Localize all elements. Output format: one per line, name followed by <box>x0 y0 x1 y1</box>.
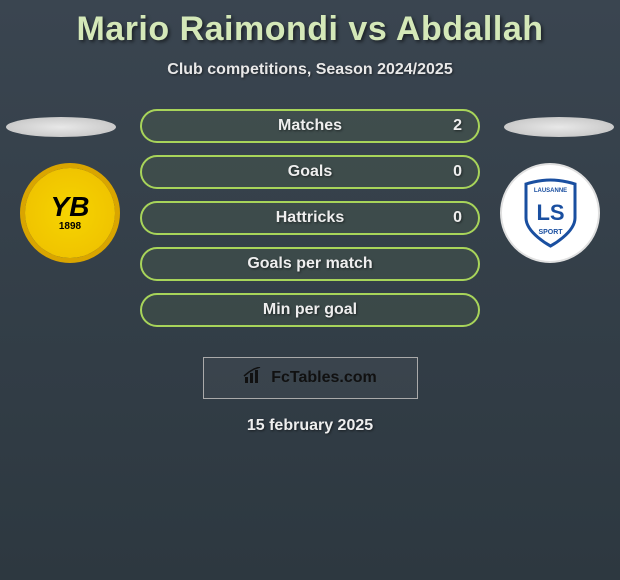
club-badge-right: LAUSANNE LS SPORT <box>500 163 600 263</box>
yb-badge-text: YB <box>51 194 90 219</box>
stat-row-hattricks: Hattricks 0 <box>140 201 480 235</box>
chart-icon <box>243 367 265 390</box>
comparison-area: YB 1898 LAUSANNE LS SPORT Matches 2 Goal… <box>0 109 620 339</box>
page-title: Mario Raimondi vs Abdallah <box>0 0 620 49</box>
stat-label: Hattricks <box>276 209 344 227</box>
stat-label: Goals per match <box>247 255 372 273</box>
brand-box[interactable]: FcTables.com <box>203 357 418 399</box>
player-marker-right <box>504 117 614 137</box>
brand-text: FcTables.com <box>271 369 377 387</box>
ls-badge-shield: LAUSANNE LS SPORT <box>523 178 578 248</box>
stat-value: 0 <box>453 163 462 181</box>
stat-row-goals-per-match: Goals per match <box>140 247 480 281</box>
stat-label: Min per goal <box>263 301 357 319</box>
ls-top-text: LAUSANNE <box>533 188 566 194</box>
stat-row-goals: Goals 0 <box>140 155 480 189</box>
stat-rows: Matches 2 Goals 0 Hattricks 0 Goals per … <box>140 109 480 339</box>
ls-main-text: LS <box>536 200 564 225</box>
date-text: 15 february 2025 <box>0 417 620 435</box>
stat-label: Goals <box>288 163 332 181</box>
stat-row-matches: Matches 2 <box>140 109 480 143</box>
yb-badge-year: 1898 <box>59 221 81 232</box>
stat-row-min-per-goal: Min per goal <box>140 293 480 327</box>
stat-label: Matches <box>278 117 342 135</box>
subtitle: Club competitions, Season 2024/2025 <box>0 61 620 79</box>
stat-value: 0 <box>453 209 462 227</box>
stat-value: 2 <box>453 117 462 135</box>
yb-badge-inner: YB 1898 <box>25 168 115 258</box>
club-badge-left: YB 1898 <box>20 163 120 263</box>
player-marker-left <box>6 117 116 137</box>
ls-bottom-text: SPORT <box>538 229 563 236</box>
